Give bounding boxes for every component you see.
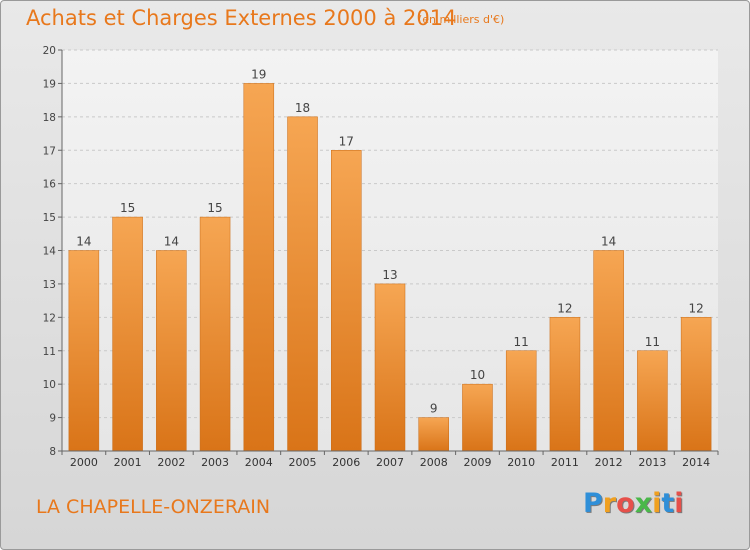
bar-value-label: 15	[207, 201, 222, 215]
y-tick-label: 15	[43, 212, 56, 224]
bar-2011	[549, 317, 581, 452]
bar-value-label: 15	[120, 201, 135, 215]
x-tick-label: 2007	[376, 456, 404, 469]
y-tick-label: 19	[43, 78, 56, 90]
bar-value-label: 11	[514, 335, 529, 349]
bar-value-label: 19	[251, 67, 266, 81]
x-tick-label: 2013	[638, 456, 666, 469]
proxiti-logo: Proxiti	[583, 488, 684, 519]
logo-letter: o	[616, 488, 635, 519]
x-tick-label: 2002	[157, 456, 185, 469]
bar-2007	[374, 283, 406, 452]
y-tick-label: 16	[43, 179, 57, 191]
bar-value-label: 14	[164, 235, 179, 249]
logo-letter: i	[674, 488, 684, 519]
bar-2013	[637, 350, 668, 452]
logo-letter: t	[661, 488, 675, 519]
commune-name: LA CHAPELLE-ONZERAIN	[36, 496, 271, 518]
bar-value-label: 18	[295, 101, 310, 115]
y-tick-label: 17	[43, 145, 56, 157]
bar-2012	[593, 250, 624, 452]
x-tick-label: 2014	[682, 456, 710, 469]
bar-2000	[68, 250, 100, 452]
bar-2003	[199, 216, 231, 452]
bar-2004	[243, 83, 275, 452]
bar-value-label: 13	[382, 268, 397, 282]
y-tick-label: 8	[49, 446, 56, 458]
bar-value-label: 17	[339, 134, 354, 148]
bar-2006	[331, 150, 362, 452]
y-tick-label: 20	[43, 45, 56, 57]
x-tick-label: 2004	[245, 456, 273, 469]
y-tick-label: 9	[49, 413, 56, 425]
bar-value-label: 14	[601, 235, 616, 249]
y-tick-label: 14	[43, 246, 57, 258]
logo-letter: r	[602, 488, 617, 519]
bar-2005	[287, 116, 318, 452]
chart-unit: (en milliers d'€)	[418, 13, 505, 26]
bar-value-label: 12	[688, 301, 703, 315]
x-tick-label: 2005	[289, 456, 317, 469]
bar-2010	[505, 350, 537, 452]
y-tick-label: 12	[43, 312, 56, 324]
bar-2009	[462, 383, 493, 452]
bar-value-label: 10	[470, 368, 485, 382]
bar-value-label: 14	[76, 235, 91, 249]
x-tick-label: 2001	[114, 456, 142, 469]
bar-2001	[112, 216, 143, 452]
x-tick-label: 2011	[551, 456, 579, 469]
logo-letter: x	[634, 488, 653, 519]
bar-value-label: 12	[557, 301, 572, 315]
chart-title: Achats et Charges Externes 2000 à 2014	[26, 6, 457, 30]
x-tick-label: 2000	[70, 456, 98, 469]
y-tick-label: 18	[43, 112, 56, 124]
x-tick-label: 2010	[507, 456, 535, 469]
x-tick-label: 2012	[595, 456, 623, 469]
bar-2008	[418, 417, 449, 452]
x-tick-label: 2003	[201, 456, 229, 469]
x-tick-label: 2008	[420, 456, 448, 469]
bar-2014	[680, 317, 712, 452]
logo-letter: P	[583, 488, 603, 519]
x-tick-label: 2006	[332, 456, 360, 469]
logo-letter: i	[652, 488, 662, 519]
bar-2002	[156, 250, 187, 452]
x-tick-label: 2009	[463, 456, 491, 469]
y-tick-label: 11	[43, 346, 56, 358]
y-tick-label: 13	[43, 279, 56, 291]
y-tick-label: 10	[43, 379, 56, 391]
bar-value-label: 9	[430, 402, 438, 416]
bar-value-label: 11	[645, 335, 660, 349]
